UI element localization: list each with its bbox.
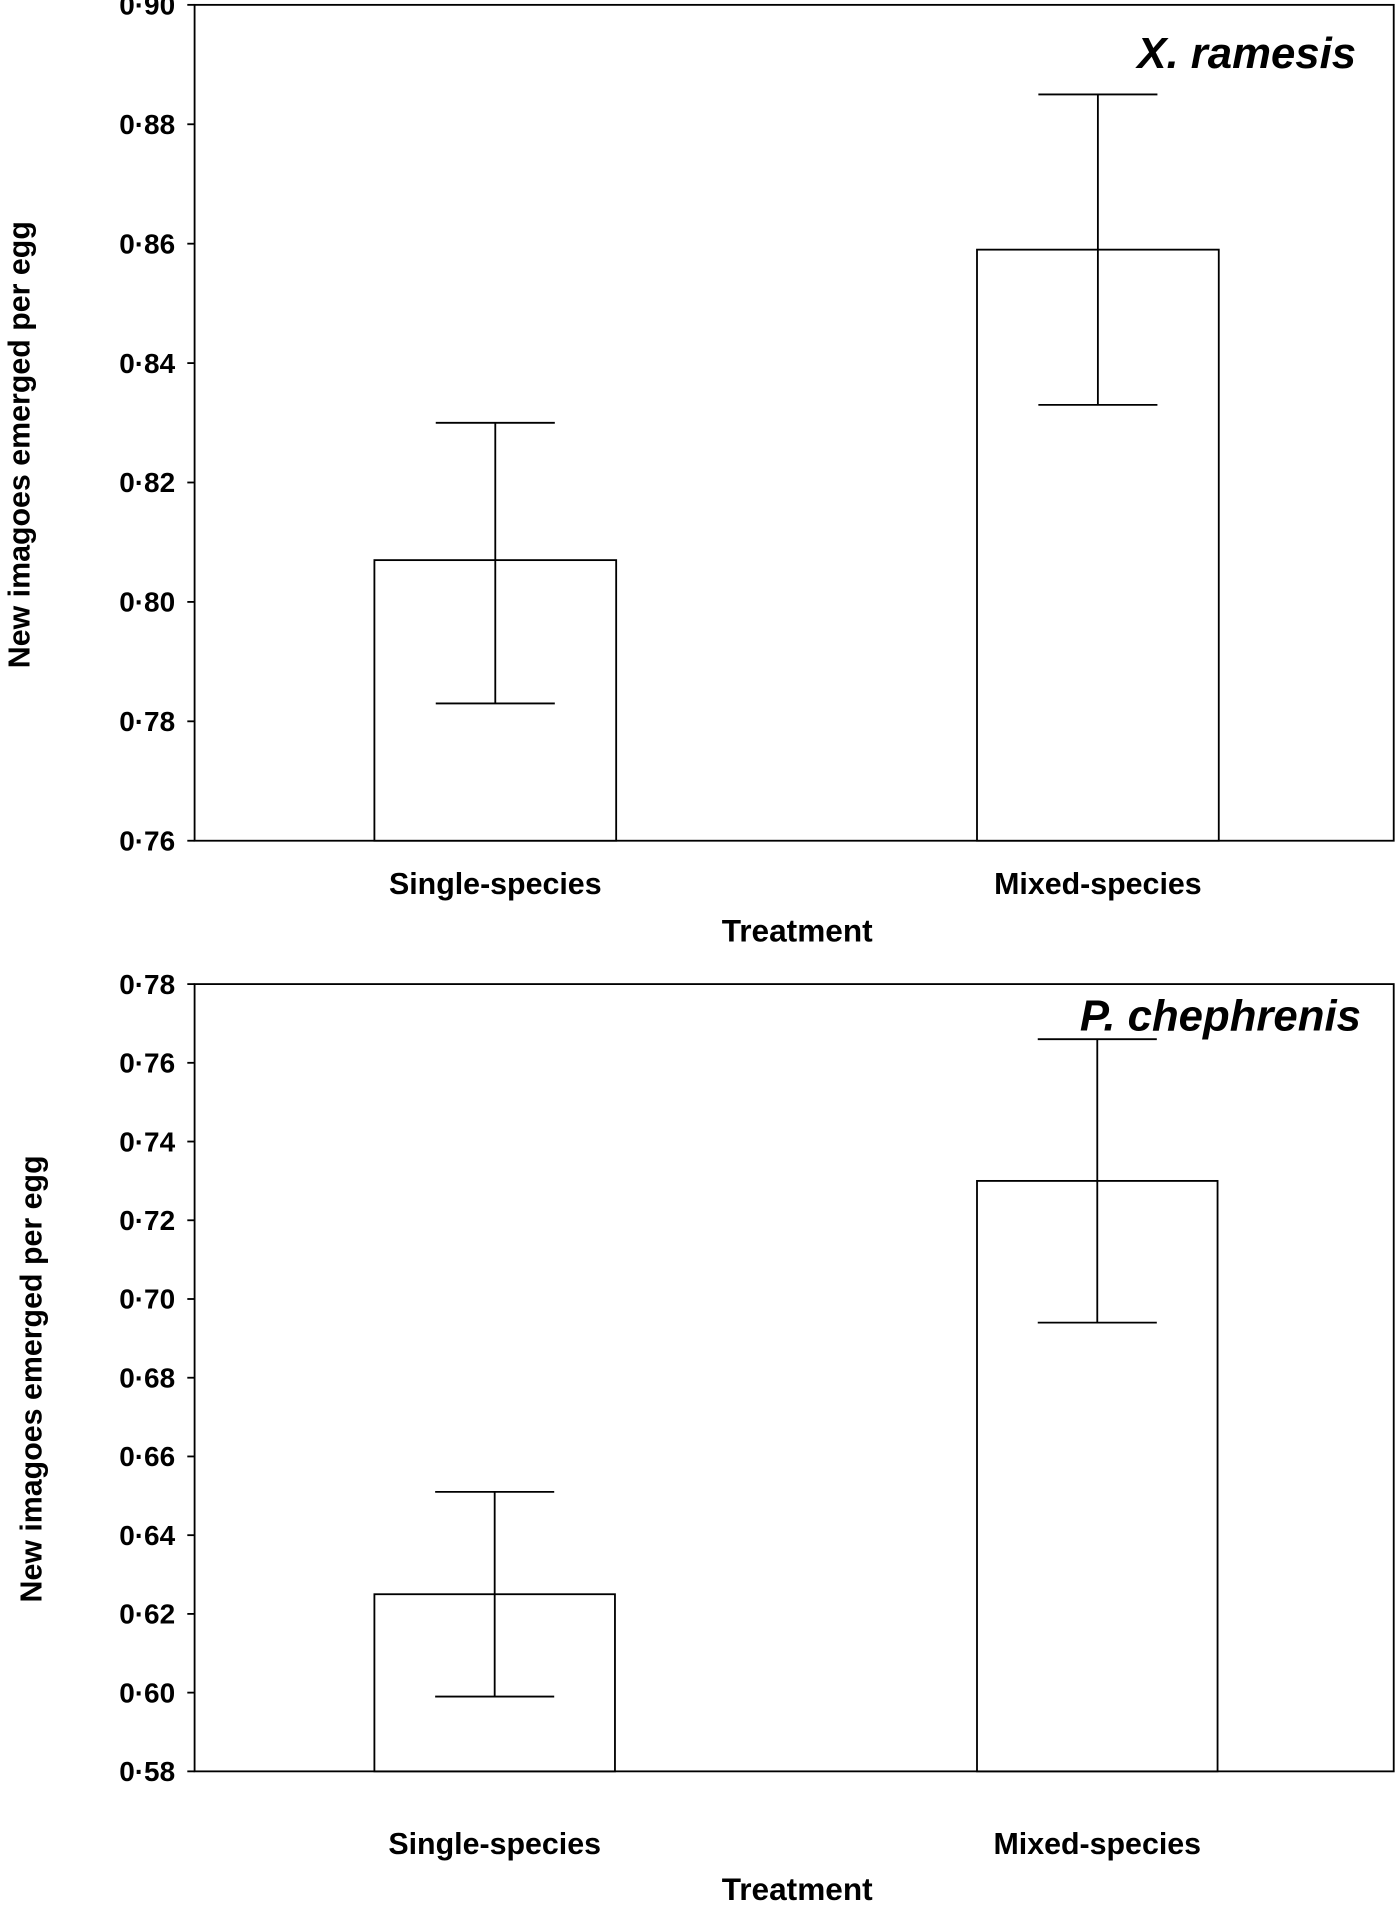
y-tick-label: 0·72 bbox=[119, 1205, 175, 1236]
y-axis-title: New imagoes emerged per egg bbox=[16, 1155, 49, 1602]
y-axis-title: New imagoes emerged per egg bbox=[3, 221, 36, 668]
x-tick-label: Single-species bbox=[388, 1828, 601, 1861]
y-tick-label: 0·66 bbox=[119, 1441, 175, 1472]
y-tick-label: 0·78 bbox=[119, 969, 175, 1000]
y-tick-label: 0·80 bbox=[119, 587, 175, 618]
y-tick-label: 0·74 bbox=[119, 1126, 175, 1157]
y-tick-label: 0·78 bbox=[119, 706, 175, 737]
species-annotation: X. ramesis bbox=[1135, 29, 1356, 78]
plot-frame bbox=[193, 3, 1395, 842]
y-tick-label: 0·62 bbox=[119, 1599, 175, 1630]
y-tick-label: 0·88 bbox=[119, 109, 175, 140]
x-axis-title: Treatment bbox=[722, 1871, 873, 1905]
y-tick-label: 0·58 bbox=[119, 1756, 175, 1787]
x-tick-label: Mixed-species bbox=[993, 1828, 1201, 1861]
y-tick-label: 0·64 bbox=[119, 1520, 175, 1551]
y-tick-label: 0·68 bbox=[119, 1362, 175, 1393]
species-annotation: P. chephrenis bbox=[1080, 991, 1361, 1040]
x-tick-label: Single-species bbox=[389, 868, 602, 901]
y-tick-label: 0·90 bbox=[119, 0, 175, 21]
y-tick-label: 0·70 bbox=[119, 1284, 175, 1315]
panel-p-chephrenis: P. chephrenis Treatment New imagoes emer… bbox=[16, 969, 1395, 1905]
y-tick-label: 0·76 bbox=[119, 1048, 175, 1079]
y-tick-label: 0·86 bbox=[119, 228, 175, 259]
y-tick-label: 0·76 bbox=[119, 825, 175, 856]
y-tick-label: 0·82 bbox=[119, 467, 175, 498]
x-tick-label: Mixed-species bbox=[994, 868, 1202, 901]
panel-x-ramesis: X. ramesis Treatment New imagoes emerged… bbox=[3, 0, 1395, 949]
x-axis-title: Treatment bbox=[722, 913, 873, 949]
y-tick-label: 0·84 bbox=[119, 348, 175, 379]
y-tick-label: 0·60 bbox=[119, 1677, 175, 1708]
